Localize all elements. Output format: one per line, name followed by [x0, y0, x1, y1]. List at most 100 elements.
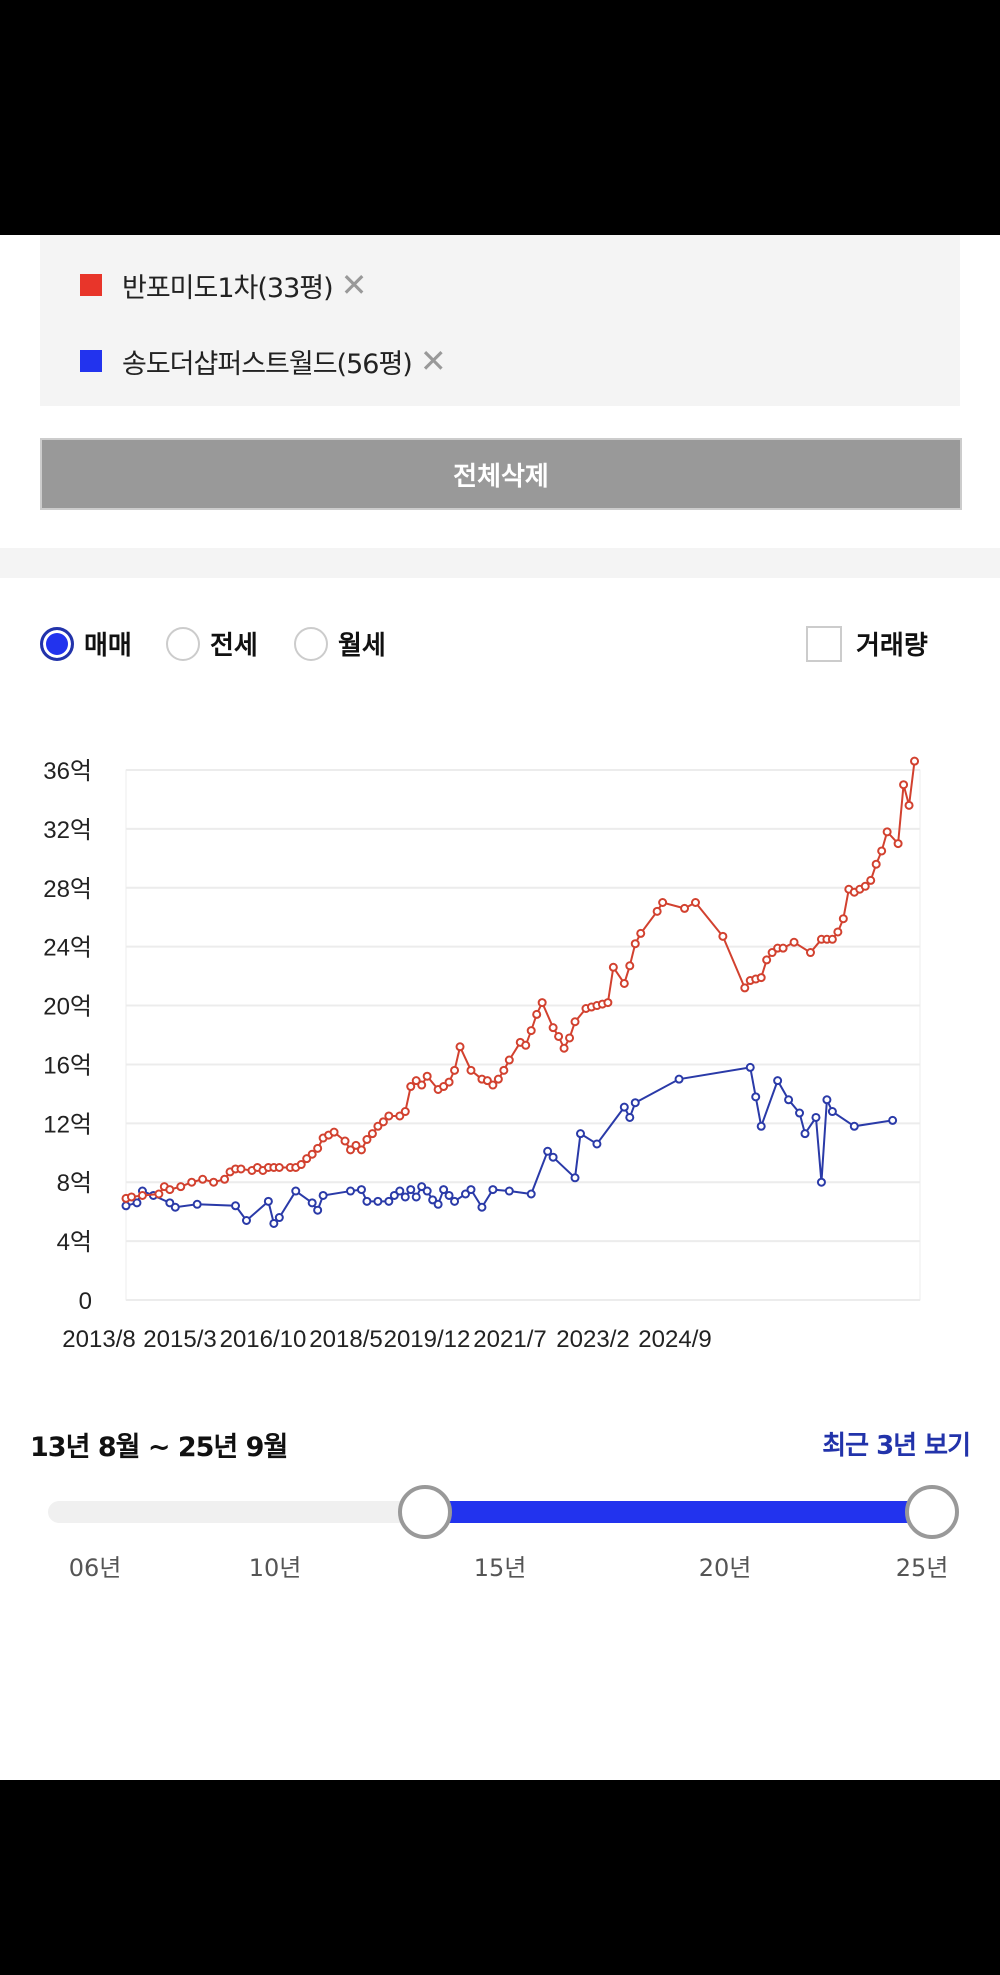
- data-point: [444, 1190, 454, 1200]
- data-point: [904, 800, 914, 810]
- data-point: [455, 1042, 465, 1052]
- data-point: [554, 1031, 564, 1041]
- data-point: [488, 1185, 498, 1195]
- data-point: [395, 1111, 405, 1121]
- data-point: [121, 1201, 131, 1211]
- data-point: [827, 934, 837, 944]
- data-point: [756, 973, 766, 983]
- data-point: [866, 875, 876, 885]
- data-point: [745, 1062, 755, 1072]
- data-point: [313, 1205, 323, 1215]
- data-point: [608, 962, 618, 972]
- selected-apartments-panel: 반포미도1차(33평) ✕ 송도더샵퍼스트월드(56평) ✕: [40, 235, 960, 406]
- data-point: [450, 1196, 460, 1206]
- clear-all-button[interactable]: 전체삭제: [40, 438, 962, 510]
- slider-tick-label: 25년: [895, 1554, 949, 1582]
- data-point: [773, 1076, 783, 1086]
- period-slider-start-handle[interactable]: [398, 1485, 452, 1539]
- data-point: [888, 1115, 898, 1125]
- y-tick-label: 20억: [43, 994, 92, 1021]
- data-point: [165, 1198, 175, 1208]
- data-point: [882, 827, 892, 837]
- data-point: [373, 1121, 383, 1131]
- y-tick-label: 0: [79, 1288, 92, 1315]
- data-point: [346, 1186, 356, 1196]
- data-point: [636, 928, 646, 938]
- radio-icon: [294, 626, 328, 661]
- data-point: [625, 1112, 635, 1122]
- data-point: [291, 1186, 301, 1196]
- radio-monthly-rent[interactable]: 월세: [294, 625, 386, 662]
- radio-sale[interactable]: 매매: [40, 625, 132, 662]
- data-point: [406, 1185, 416, 1195]
- radio-label: 월세: [338, 631, 386, 661]
- data-point: [395, 1186, 405, 1196]
- data-point: [192, 1199, 202, 1209]
- data-point: [652, 906, 662, 916]
- data-point: [356, 1185, 366, 1195]
- series-color-swatch: [80, 274, 102, 296]
- data-point: [263, 1196, 273, 1206]
- slider-tick-label: 06년: [68, 1554, 122, 1582]
- data-point: [762, 955, 772, 965]
- close-icon[interactable]: ✕: [419, 342, 447, 380]
- data-point: [630, 1098, 640, 1108]
- data-point: [816, 1177, 826, 1187]
- y-tick-label: 24억: [43, 935, 92, 962]
- data-point: [899, 780, 909, 790]
- radio-icon: [166, 626, 200, 661]
- data-point: [389, 1190, 399, 1200]
- data-point: [630, 939, 640, 949]
- legend-item: 송도더샵퍼스트월드(56평) ✕: [80, 341, 447, 381]
- data-point: [680, 903, 690, 913]
- data-point: [619, 1102, 629, 1112]
- data-point: [439, 1185, 449, 1195]
- data-point: [450, 1065, 460, 1075]
- data-point: [400, 1192, 410, 1202]
- data-point: [910, 756, 920, 766]
- x-tick-label: 2019/12: [384, 1326, 471, 1353]
- legend-label: 반포미도1차(33평): [122, 272, 334, 304]
- data-point: [488, 1080, 498, 1090]
- recent-3-years-link[interactable]: 최근 3년 보기: [822, 1431, 971, 1461]
- data-point: [417, 1182, 427, 1192]
- data-point: [187, 1177, 197, 1187]
- data-point: [625, 961, 635, 971]
- data-point: [231, 1201, 241, 1211]
- data-point: [504, 1186, 514, 1196]
- data-point: [296, 1160, 306, 1170]
- data-point: [466, 1185, 476, 1195]
- data-point: [718, 931, 728, 941]
- data-point: [466, 1065, 476, 1075]
- data-point: [548, 1152, 558, 1162]
- data-point: [493, 1074, 503, 1084]
- data-point: [362, 1196, 372, 1206]
- data-point: [346, 1145, 356, 1155]
- close-icon[interactable]: ✕: [340, 266, 368, 304]
- data-point: [526, 1189, 536, 1199]
- data-point: [893, 839, 903, 849]
- data-point: [477, 1202, 487, 1212]
- data-point: [137, 1190, 147, 1200]
- data-point: [236, 1164, 246, 1174]
- data-point: [833, 927, 843, 937]
- slider-tick-label: 20년: [698, 1554, 752, 1582]
- data-point: [307, 1198, 317, 1208]
- data-point: [838, 914, 848, 924]
- data-point: [367, 1129, 377, 1139]
- data-point: [422, 1186, 432, 1196]
- period-slider-end-handle[interactable]: [905, 1485, 959, 1539]
- checkbox-icon: [806, 625, 842, 662]
- data-point: [521, 1040, 531, 1050]
- data-point: [461, 1189, 471, 1199]
- radio-label: 매매: [84, 631, 132, 661]
- slider-tick-label: 15년: [473, 1554, 527, 1582]
- data-point: [274, 1213, 284, 1223]
- data-point: [778, 943, 788, 953]
- period-range-label: 13년 8월 ~ 25년 9월: [30, 1432, 288, 1463]
- data-point: [384, 1196, 394, 1206]
- radio-jeonse[interactable]: 전세: [166, 625, 258, 662]
- data-point: [307, 1149, 317, 1159]
- volume-checkbox[interactable]: 거래량: [806, 625, 928, 662]
- data-point: [313, 1143, 323, 1153]
